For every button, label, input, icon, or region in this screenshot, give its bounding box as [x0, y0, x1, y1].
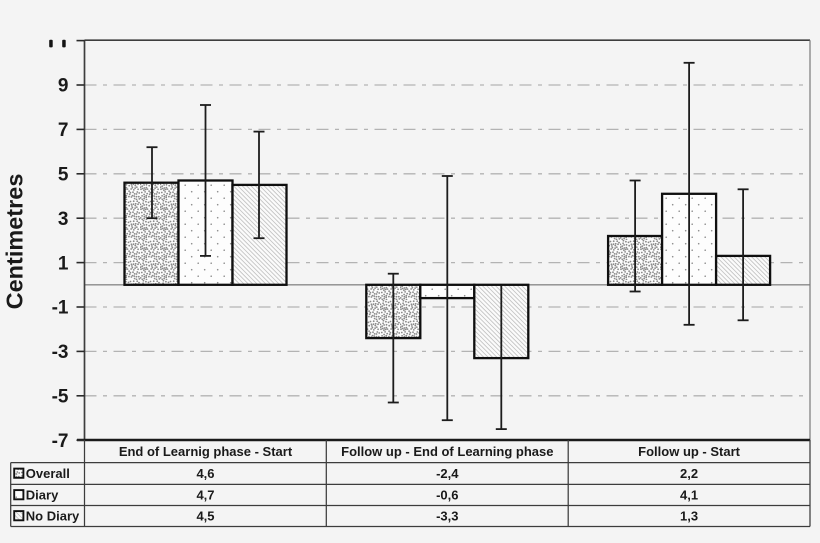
svg-text:Centimetres: Centimetres: [2, 174, 28, 310]
svg-text:Follow up - Start: Follow up - Start: [638, 444, 740, 459]
svg-text:2,2: 2,2: [680, 466, 698, 481]
svg-text:Follow up - End of Learning ph: Follow up - End of Learning phase: [341, 444, 553, 459]
svg-text:-2,4: -2,4: [436, 466, 459, 481]
svg-text:1,3: 1,3: [680, 509, 698, 524]
svg-text:4,7: 4,7: [196, 488, 214, 503]
svg-text:-3: -3: [52, 342, 69, 363]
svg-text:-0,6: -0,6: [436, 488, 458, 503]
svg-text:Diary: Diary: [26, 488, 59, 503]
svg-text:1: 1: [58, 253, 69, 274]
svg-text:Overall: Overall: [26, 466, 70, 481]
svg-text:No Diary: No Diary: [26, 509, 80, 524]
svg-text:-5: -5: [52, 387, 69, 408]
svg-text:-3,3: -3,3: [436, 509, 458, 524]
svg-text:4,6: 4,6: [196, 466, 214, 481]
svg-text:-1: -1: [52, 298, 69, 319]
svg-text:5: 5: [58, 165, 69, 186]
svg-text:9: 9: [58, 76, 69, 97]
svg-text:3: 3: [58, 209, 69, 230]
svg-text:-7: -7: [52, 431, 69, 452]
svg-text:7: 7: [58, 120, 69, 141]
svg-text:4,1: 4,1: [680, 488, 698, 503]
svg-text:4,5: 4,5: [196, 509, 214, 524]
svg-text:End of Learnig phase - Start: End of Learnig phase - Start: [119, 444, 293, 459]
